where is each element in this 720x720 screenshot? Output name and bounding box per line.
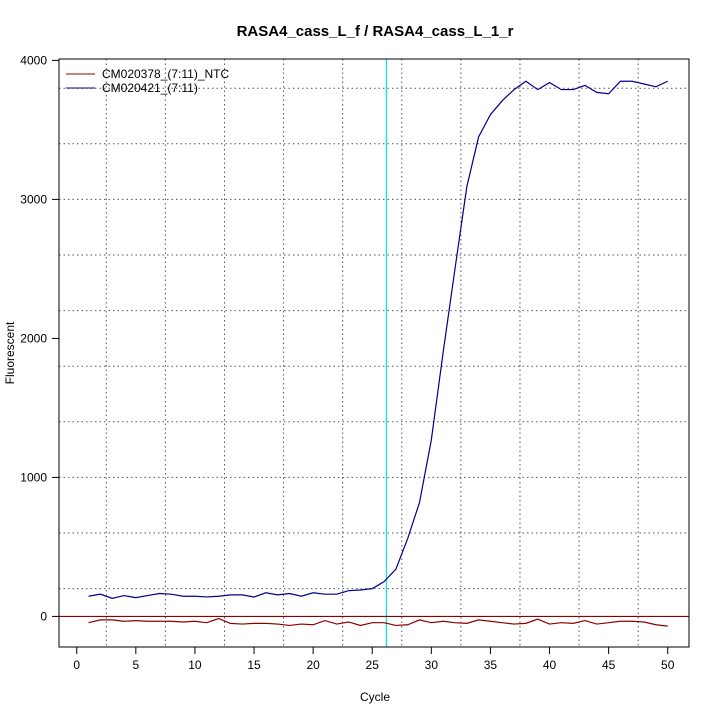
series-lines [88,80,668,627]
x-tick-label: 30 [425,658,439,672]
legend-label-sample: CM020421_(7:11) [102,81,198,95]
legend: CM020378_(7:11)_NTC CM020421_(7:11) [66,67,230,95]
y-axis-ticks: 0 1000 2000 3000 4000 [20,53,59,623]
x-tick-label: 25 [366,658,380,672]
x-axis-label: Cycle [360,690,390,704]
x-tick-label: 10 [188,658,202,672]
y-tick-label: 0 [40,609,47,623]
series-line-0 [88,617,668,627]
series-line-1 [88,80,668,599]
x-tick-label: 40 [543,658,557,672]
plot-frame [58,58,690,648]
legend-label-ntc: CM020378_(7:11)_NTC [102,67,230,81]
x-tick-label: 50 [661,658,675,672]
y-tick-label: 1000 [20,470,47,484]
y-tick-label: 2000 [20,331,47,345]
x-tick-label: 35 [484,658,498,672]
x-tick-label: 20 [306,658,320,672]
x-tick-label: 45 [602,658,616,672]
chart-title: RASA4_cass_L_f / RASA4_cass_L_1_r [237,23,514,40]
y-axis-label: Fluorescent [3,321,17,384]
x-tick-label: 5 [132,658,139,672]
y-tick-label: 3000 [20,192,47,206]
y-tick-label: 4000 [20,53,47,67]
x-tick-label: 0 [73,658,80,672]
x-tick-label: 15 [247,658,261,672]
threshold-lines [59,59,689,647]
grid-lines [59,59,689,647]
x-axis-ticks: 0 5 10 15 20 25 30 35 40 45 50 [73,647,675,672]
